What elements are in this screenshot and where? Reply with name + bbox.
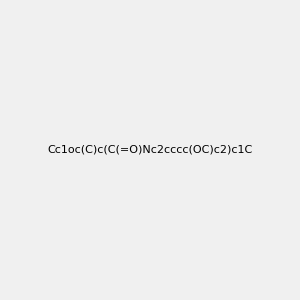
Text: Cc1oc(C)c(C(=O)Nc2cccc(OC)c2)c1C: Cc1oc(C)c(C(=O)Nc2cccc(OC)c2)c1C: [47, 145, 253, 155]
